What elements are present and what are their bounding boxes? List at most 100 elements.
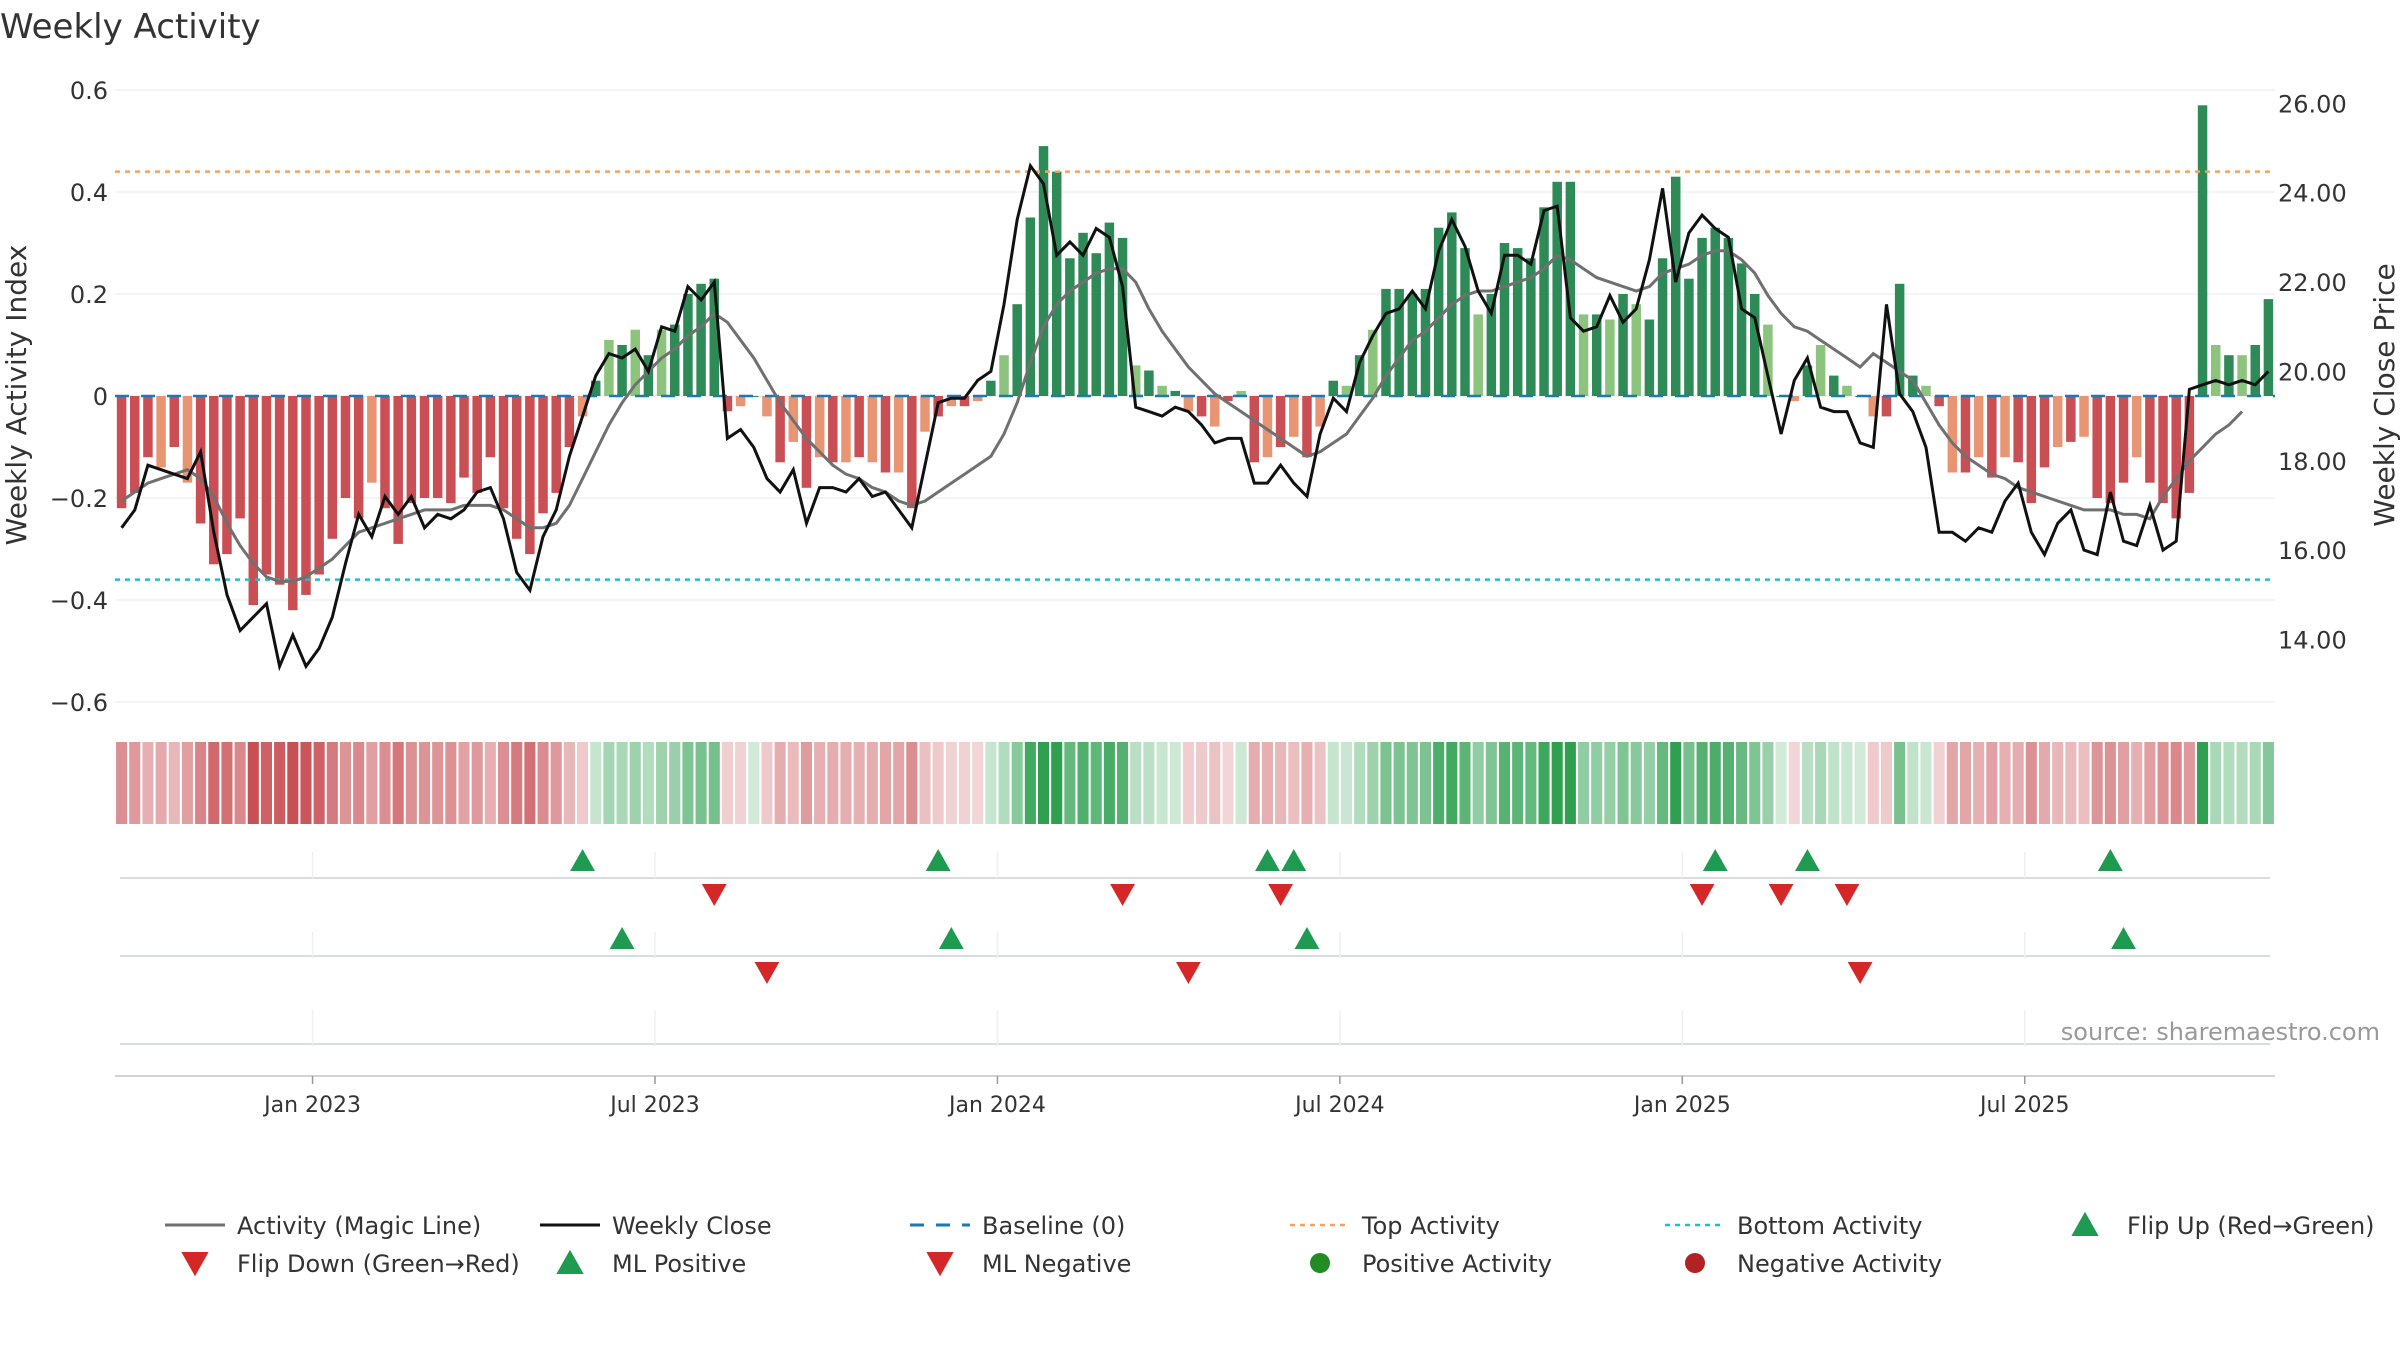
heat-cell [274, 742, 286, 824]
heat-cell [1419, 742, 1432, 824]
activity-bar [2052, 396, 2063, 447]
legend-label: Weekly Close [612, 1212, 772, 1240]
y-tick-label-right: 26.00 [2278, 90, 2347, 118]
legend-swatch [926, 1252, 954, 1277]
activity-bar [1183, 396, 1194, 412]
activity-bar [1947, 396, 1958, 473]
heat-cell [893, 742, 905, 824]
flip-down-marker [1689, 884, 1715, 906]
signal-rows [115, 849, 2275, 1077]
heat-cell [2025, 742, 2037, 824]
heat-cell [1340, 742, 1352, 824]
heat-cell [116, 742, 128, 824]
heat-cell [353, 742, 365, 824]
activity-bar [472, 396, 482, 493]
heat-cell [1749, 742, 1761, 824]
heat-cell [1156, 742, 1168, 824]
activity-bar [1881, 396, 1892, 417]
heat-cell [247, 742, 259, 824]
activity-bar [1578, 314, 1589, 396]
heat-cell [2170, 742, 2182, 824]
activity-bar [893, 396, 904, 473]
heat-cell [1354, 742, 1366, 824]
heat-cell [774, 742, 786, 824]
activity-bar [801, 396, 812, 488]
activity-bar [156, 396, 166, 468]
legend-label: ML Positive [612, 1250, 746, 1278]
heat-cell [498, 742, 510, 824]
activity-bar [1144, 370, 1154, 396]
activity-bar [1499, 243, 1510, 396]
weekly-close-line [120, 162, 2270, 672]
ml-negative-marker [1176, 962, 1201, 984]
x-tick-label: Jul 2025 [1978, 1093, 2070, 1118]
heat-cell [1604, 742, 1616, 824]
heat-cell [945, 742, 957, 824]
activity-bar [288, 396, 298, 611]
activity-bar [1407, 294, 1418, 396]
activity-bar [828, 396, 838, 463]
legend-label: Flip Up (Red→Green) [2127, 1212, 2375, 1240]
heat-cell [1446, 742, 1458, 824]
activity-bar [261, 396, 272, 575]
activity-bar [946, 396, 957, 407]
activity-bar [959, 396, 970, 407]
activity-bar [1381, 288, 1391, 396]
heat-cell [1815, 742, 1827, 824]
y-tick-label-left: 0.6 [70, 77, 108, 105]
heat-cell [1973, 742, 1985, 824]
heat-cell [260, 742, 272, 824]
heat-cell [2078, 742, 2090, 824]
heat-cell [326, 742, 338, 824]
activity-bar [1289, 396, 1299, 437]
heat-cell [155, 742, 167, 824]
flip-up-marker [2097, 849, 2123, 871]
activity-bar [1012, 304, 1022, 396]
activity-bar [656, 329, 667, 396]
activity-bar [1512, 248, 1523, 396]
activity-bar [986, 380, 996, 396]
activity-bar [1736, 263, 1747, 396]
activity-bar [643, 355, 654, 396]
heat-cell [2012, 742, 2024, 824]
activity-bar [1368, 329, 1378, 396]
heat-cell [1143, 742, 1155, 824]
activity-bar [406, 396, 417, 504]
activity-bar [1526, 258, 1536, 396]
activity-bar [1710, 227, 1720, 396]
activity-bar [1170, 390, 1180, 396]
activity-bar [2197, 105, 2208, 397]
heat-cell [1828, 742, 1840, 824]
activity-bar [1763, 324, 1773, 396]
heat-cell [392, 742, 404, 824]
heat-cell [840, 742, 852, 824]
heat-cell [1920, 742, 1932, 824]
flip-down-marker [1834, 884, 1860, 906]
heat-cell [2210, 742, 2222, 824]
activity-bar [1789, 396, 1800, 402]
activity-bar [182, 396, 193, 483]
y-tick-label-left: 0.2 [70, 281, 108, 309]
y-tick-label-right: 24.00 [2278, 180, 2347, 208]
heat-cell [550, 742, 562, 824]
heat-cell [1946, 742, 1958, 824]
ml-positive-marker [609, 927, 635, 949]
legend-item-baseline: Baseline (0) [910, 1212, 1125, 1240]
heat-cell [1736, 742, 1748, 824]
activity-bar [130, 396, 140, 493]
activity-bar [301, 396, 311, 595]
heat-cell [221, 742, 233, 824]
source-label: source: sharemaestro.com [2061, 1018, 2380, 1046]
legend-item-close: Weekly Close [540, 1212, 772, 1240]
heat-cell [1696, 742, 1708, 824]
activity-bar [841, 396, 851, 463]
heat-cell [1485, 742, 1497, 824]
heat-cell [1617, 742, 1629, 824]
legend-label: Negative Activity [1737, 1250, 1942, 1278]
heat-cell [313, 742, 325, 824]
heat-cell [2038, 742, 2051, 824]
heat-cell [1880, 742, 1892, 824]
activity-bar [380, 396, 390, 509]
